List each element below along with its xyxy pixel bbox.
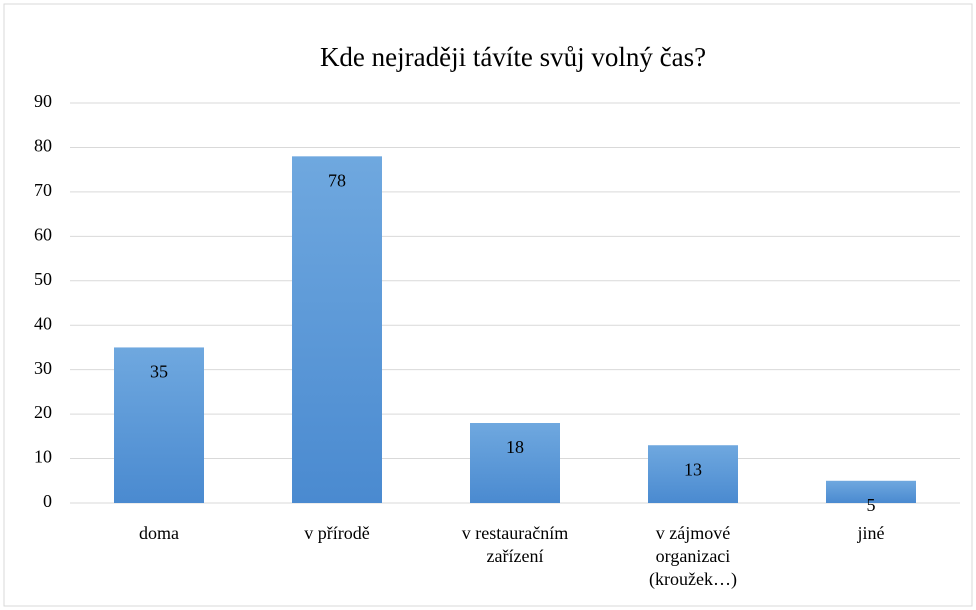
x-tick-label: v zájmové organizaci (kroužek…) — [649, 523, 737, 589]
x-tick-label: v přírodě — [304, 523, 370, 543]
y-tick-label: 10 — [34, 447, 52, 467]
data-label: 5 — [867, 495, 876, 515]
data-label: 78 — [328, 170, 346, 190]
y-tick-label: 90 — [34, 91, 52, 111]
y-tick-label: 80 — [34, 136, 52, 156]
bar — [292, 156, 382, 504]
bar — [114, 347, 204, 503]
x-tick-label: v restauračním zařízení — [461, 523, 569, 566]
x-tick-label: jiné — [857, 523, 885, 543]
y-tick-label: 70 — [34, 180, 52, 200]
y-tick-label: 40 — [34, 313, 52, 333]
data-label: 35 — [150, 362, 168, 382]
bar — [470, 423, 560, 503]
y-tick-label: 0 — [43, 491, 52, 511]
chart-border — [3, 3, 973, 607]
bar — [648, 445, 738, 503]
data-label: 13 — [684, 459, 702, 479]
bar — [826, 480, 916, 503]
y-tick-label: 50 — [34, 269, 52, 289]
data-label: 18 — [506, 437, 524, 457]
y-tick-label: 60 — [34, 224, 52, 244]
chart-title: Kde nejraději távíte svůj volný čas? — [320, 42, 706, 72]
y-tick-label: 30 — [34, 358, 52, 378]
y-tick-label: 20 — [34, 402, 52, 422]
x-tick-label: doma — [139, 523, 179, 543]
